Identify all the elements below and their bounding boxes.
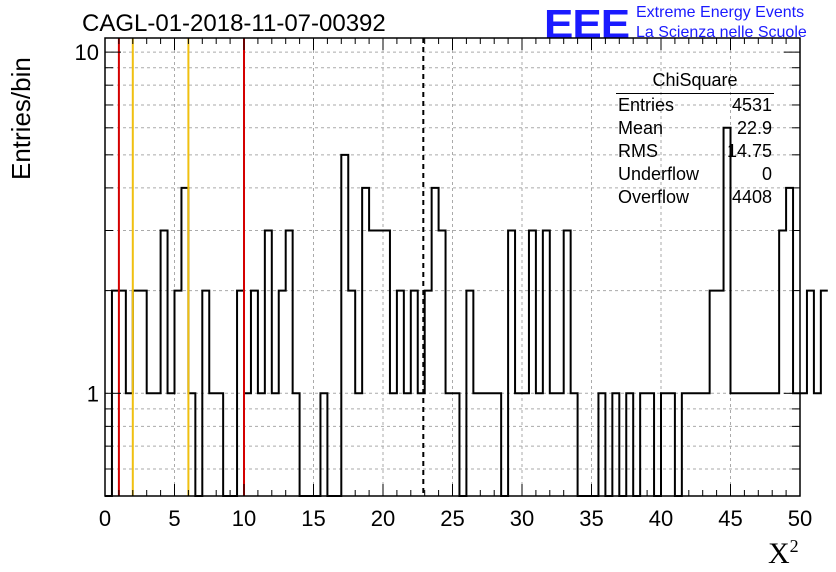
stats-label: Overflow [618, 187, 690, 207]
stats-label: RMS [618, 141, 658, 161]
stats-row-overflow: Overflow 4408 [612, 186, 778, 209]
stats-box: ChiSquare Entries 4531 Mean 22.9 RMS 14.… [612, 70, 778, 209]
stats-title: ChiSquare [616, 70, 774, 94]
y-tick-label: 1 [87, 381, 99, 406]
x-tick-label: 5 [168, 506, 180, 531]
stats-row-mean: Mean 22.9 [612, 117, 778, 140]
stats-row-rms: RMS 14.75 [612, 140, 778, 163]
stats-value: 22.9 [736, 118, 772, 138]
stats-row-entries: Entries 4531 [612, 94, 778, 117]
x-tick-label: 0 [99, 506, 111, 531]
x-tick-label: 10 [232, 506, 256, 531]
x-tick-label: 50 [788, 506, 812, 531]
x-tick-label: 20 [371, 506, 395, 531]
histogram-series [105, 126, 828, 497]
eee-logo: EEE [544, 2, 630, 48]
stats-value: 4408 [731, 187, 772, 207]
x-tick-label: 35 [579, 506, 603, 531]
stats-value: 4531 [731, 95, 772, 115]
stats-value: 0 [761, 164, 772, 184]
plot-title: CAGL-01-2018-11-07-00392 [82, 10, 386, 37]
x-tick-label: 45 [718, 506, 742, 531]
x-tick-label: 25 [440, 506, 464, 531]
stats-label: Entries [618, 95, 675, 115]
logo-line-2: La Scienza nelle Scuole [636, 24, 807, 41]
x-axis-label: X2 [768, 536, 799, 571]
stats-row-underflow: Underflow 0 [612, 163, 778, 186]
x-tick-label: 15 [301, 506, 325, 531]
x-tick-label: 30 [510, 506, 534, 531]
stats-value: 14.75 [726, 141, 772, 161]
x-tick-label: 40 [649, 506, 673, 531]
stats-label: Underflow [618, 164, 700, 184]
stats-label: Mean [618, 118, 664, 138]
y-tick-label: 10 [75, 40, 99, 65]
x-axis-label-base: X [768, 537, 790, 570]
x-axis-label-sup: 2 [789, 536, 799, 556]
logo-line-1: Extreme Energy Events [636, 4, 805, 21]
